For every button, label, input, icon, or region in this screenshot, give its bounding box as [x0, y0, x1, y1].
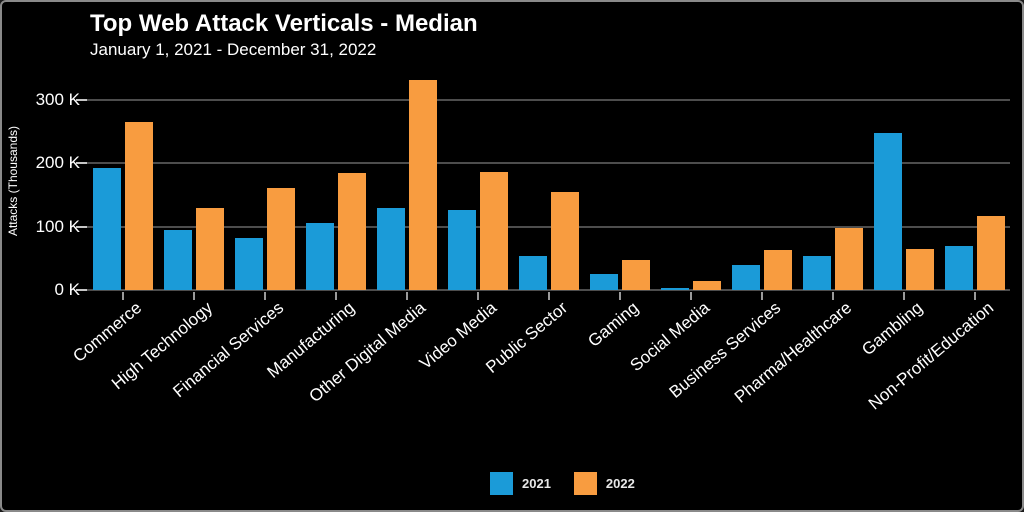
x-tick-mark-gambling	[902, 292, 905, 300]
legend-swatch-2022	[573, 472, 597, 495]
bar-2021-video-media	[447, 209, 476, 290]
bar-2022-gaming	[621, 259, 650, 290]
bar-group-non-profit-education	[939, 72, 1010, 290]
bar-group-video-media	[442, 72, 513, 290]
bar-group-other-digital-media	[371, 72, 442, 290]
x-tick-mark-non-profit-education	[973, 292, 976, 300]
x-tick-mark-financial-services	[263, 292, 266, 300]
bar-group-commerce	[87, 72, 158, 290]
bar-2022-social-media	[692, 280, 721, 290]
bar-group-high-technology	[158, 72, 229, 290]
x-tick-mark-social-media	[689, 292, 692, 300]
bar-group-manufacturing	[300, 72, 371, 290]
x-tick-mark-commerce	[121, 292, 124, 300]
x-tick-mark-pharma-healthcare	[831, 292, 834, 300]
y-tick-mark-200	[76, 162, 87, 165]
bar-2021-non-profit-education	[944, 246, 973, 290]
bar-2021-social-media	[660, 288, 689, 290]
y-tick-label-100: 100 K	[35, 216, 80, 236]
x-label-non-profit-education: Non-Profit/Education	[864, 298, 997, 414]
bar-2022-video-media	[479, 172, 508, 290]
bar-2021-commerce	[92, 168, 121, 290]
bar-group-pharma-healthcare	[797, 72, 868, 290]
grid-line-0	[87, 289, 1010, 291]
bar-2021-high-technology	[163, 230, 192, 290]
grid-line-300	[87, 98, 1010, 101]
chart-subtitle: January 1, 2021 - December 31, 2022	[90, 40, 377, 59]
chart-title: Top Web Attack Verticals - Median	[90, 10, 478, 37]
x-label-pharma-healthcare: Pharma/Healthcare	[730, 298, 855, 407]
bar-group-financial-services	[229, 72, 300, 290]
bar-2021-gaming	[589, 274, 618, 290]
grid-line-100	[87, 225, 1010, 228]
bar-2021-manufacturing	[305, 223, 334, 290]
bar-2021-gambling	[873, 132, 902, 290]
bar-group-gambling	[868, 72, 939, 290]
bar-2021-other-digital-media	[376, 207, 405, 290]
bar-2022-financial-services	[266, 187, 295, 290]
x-tick-mark-manufacturing	[334, 292, 337, 300]
bar-2021-financial-services	[234, 238, 263, 290]
grid-line-200	[87, 162, 1010, 165]
bar-2022-non-profit-education	[976, 215, 1005, 290]
legend-label-2022: 2022	[605, 476, 635, 491]
bar-group-gaming	[584, 72, 655, 290]
x-tick-mark-public-sector	[547, 292, 550, 300]
bar-2021-pharma-healthcare	[802, 255, 831, 290]
bar-2022-pharma-healthcare	[834, 227, 863, 290]
x-tick-mark-high-technology	[192, 292, 195, 300]
y-tick-label-0: 0 K	[54, 280, 80, 299]
bar-group-public-sector	[513, 72, 584, 290]
bar-2022-commerce	[124, 122, 153, 290]
x-tick-mark-other-digital-media	[405, 292, 408, 300]
bar-2022-business-services	[763, 250, 792, 290]
y-tick-mark-300	[76, 98, 87, 101]
legend-label-2021: 2021	[522, 476, 551, 491]
bar-2022-other-digital-media	[408, 80, 437, 290]
bar-2021-public-sector	[518, 256, 547, 290]
x-label-other-digital-media: Other Digital Media	[305, 298, 429, 407]
y-tick-mark-0	[76, 289, 87, 291]
bar-2022-manufacturing	[337, 172, 366, 290]
bar-group-social-media	[655, 72, 726, 290]
y-tick-mark-100	[76, 225, 87, 228]
x-tick-mark-video-media	[476, 292, 479, 300]
y-tick-label-200: 200 K	[35, 153, 80, 173]
x-tick-mark-business-services	[760, 292, 763, 300]
legend: 2021 2022	[490, 472, 649, 495]
plot-area	[87, 72, 1010, 291]
x-label-gambling: Gambling	[857, 298, 926, 360]
bar-2022-public-sector	[550, 192, 579, 290]
x-label-gaming: Gaming	[583, 298, 642, 351]
bar-group-business-services	[726, 72, 797, 290]
bar-2022-gambling	[905, 248, 934, 290]
bar-2022-high-technology	[195, 207, 224, 290]
bar-2021-business-services	[731, 264, 760, 290]
y-tick-label-300: 300 K	[35, 89, 80, 109]
legend-swatch-2021	[490, 472, 513, 495]
x-tick-mark-gaming	[618, 292, 621, 300]
